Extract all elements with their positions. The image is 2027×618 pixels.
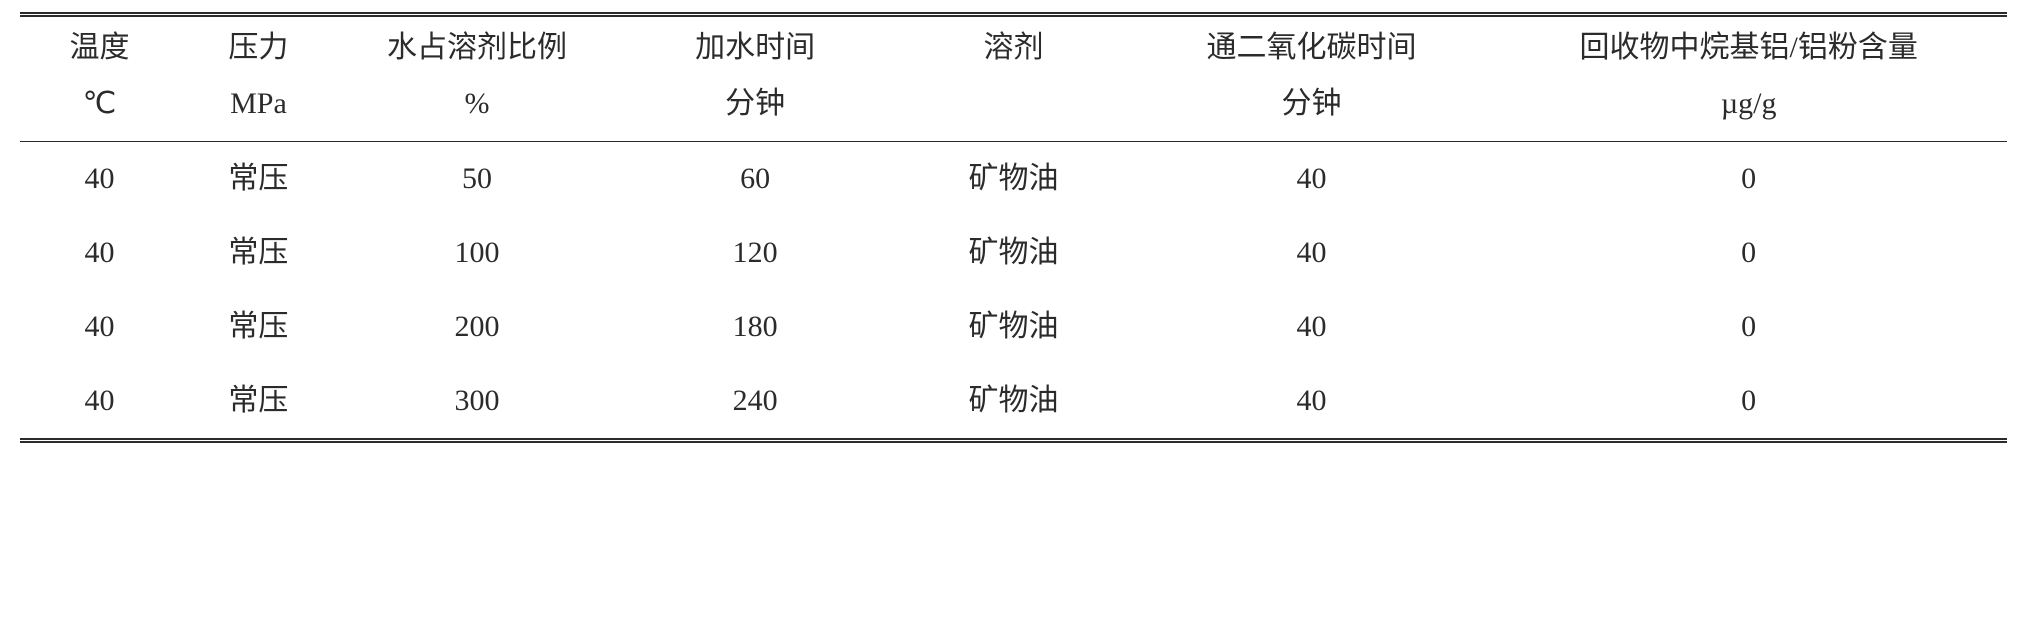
table-body: 40 常压 50 60 矿物油 40 0 40 常压 100 120 矿物油 4… (20, 142, 2007, 441)
cell: 常压 (179, 142, 338, 217)
col-unit: % (338, 83, 616, 142)
cell: 0 (1490, 216, 2007, 290)
cell: 40 (20, 216, 179, 290)
cell: 0 (1490, 142, 2007, 217)
cell: 0 (1490, 364, 2007, 441)
cell: 矿物油 (894, 290, 1132, 364)
cell: 120 (616, 216, 894, 290)
cell: 60 (616, 142, 894, 217)
col-header: 水占溶剂比例 (338, 15, 616, 84)
cell: 40 (20, 142, 179, 217)
cell: 40 (1133, 216, 1491, 290)
col-header: 压力 (179, 15, 338, 84)
cell: 180 (616, 290, 894, 364)
cell: 300 (338, 364, 616, 441)
col-unit: MPa (179, 83, 338, 142)
cell: 240 (616, 364, 894, 441)
cell: 40 (20, 364, 179, 441)
table-row: 40 常压 50 60 矿物油 40 0 (20, 142, 2007, 217)
col-header: 溶剂 (894, 15, 1132, 84)
table-row: 40 常压 300 240 矿物油 40 0 (20, 364, 2007, 441)
cell: 常压 (179, 290, 338, 364)
table-row: 40 常压 100 120 矿物油 40 0 (20, 216, 2007, 290)
cell: 0 (1490, 290, 2007, 364)
cell: 矿物油 (894, 364, 1132, 441)
cell: 40 (1133, 364, 1491, 441)
cell: 40 (1133, 290, 1491, 364)
col-header: 加水时间 (616, 15, 894, 84)
col-header: 温度 (20, 15, 179, 84)
col-unit: 分钟 (1133, 83, 1491, 142)
cell: 40 (1133, 142, 1491, 217)
cell: 矿物油 (894, 216, 1132, 290)
cell: 100 (338, 216, 616, 290)
col-unit: µg/g (1490, 83, 2007, 142)
col-unit: 分钟 (616, 83, 894, 142)
table-row: 40 常压 200 180 矿物油 40 0 (20, 290, 2007, 364)
col-unit: ℃ (20, 83, 179, 142)
cell: 常压 (179, 364, 338, 441)
col-unit (894, 83, 1132, 142)
col-header: 通二氧化碳时间 (1133, 15, 1491, 84)
cell: 200 (338, 290, 616, 364)
cell: 常压 (179, 216, 338, 290)
table-header: 温度 压力 水占溶剂比例 加水时间 溶剂 通二氧化碳时间 回收物中烷基铝/铝粉含… (20, 15, 2007, 142)
cell: 矿物油 (894, 142, 1132, 217)
data-table: 温度 压力 水占溶剂比例 加水时间 溶剂 通二氧化碳时间 回收物中烷基铝/铝粉含… (20, 12, 2007, 443)
col-header: 回收物中烷基铝/铝粉含量 (1490, 15, 2007, 84)
cell: 40 (20, 290, 179, 364)
cell: 50 (338, 142, 616, 217)
